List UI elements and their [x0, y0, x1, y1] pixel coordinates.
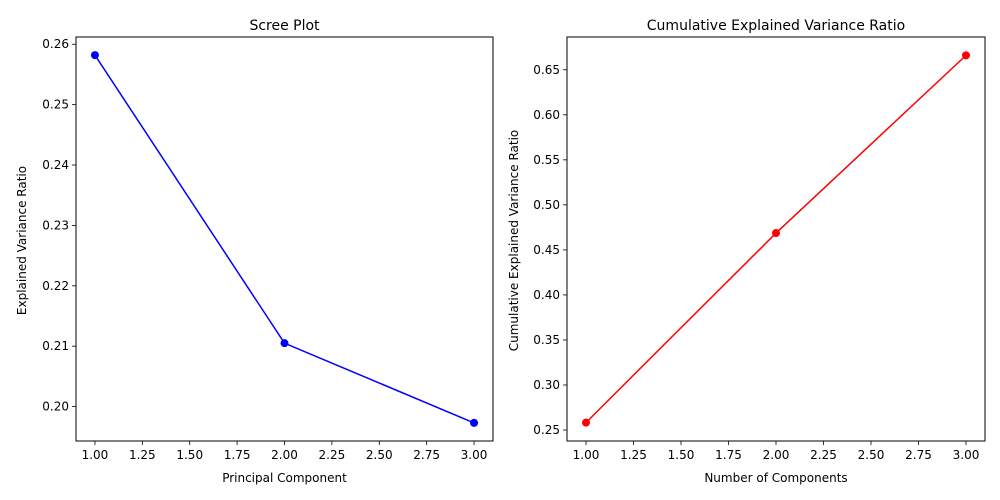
scree-y-tick-label: 0.24	[42, 158, 69, 172]
scree-plot-x-axis-label: Principal Component	[222, 471, 347, 485]
cumulative-y-tick-label: 0.30	[533, 378, 560, 392]
cumulative-y-tick-label: 0.25	[533, 423, 560, 437]
cumulative-x-tick-label: 1.50	[668, 448, 695, 462]
cumulative-variance-x-axis-label: Number of Components	[704, 471, 847, 485]
scree-x-tick-label: 2.50	[366, 448, 393, 462]
cumulative-y-tick-label: 0.35	[533, 333, 560, 347]
scree-x-tick-label: 2.25	[319, 448, 346, 462]
scree-x-tick-label: 1.25	[129, 448, 156, 462]
scree-x-tick-label: 1.00	[82, 448, 109, 462]
cumulative-y-tick-label: 0.40	[533, 288, 560, 302]
scree-x-tick-label: 3.00	[461, 448, 488, 462]
cumulative-y-tick-label: 0.60	[533, 108, 560, 122]
cumulative-variance-panel: Cumulative Explained Variance Ratio 1.00…	[507, 18, 986, 485]
cumulative-x-tick-label: 2.25	[810, 448, 837, 462]
cumulative-x-tick-label: 1.00	[573, 448, 600, 462]
scree-plot-panel: Scree Plot 1.00 1.25 1.50 1.75 2.00 2.25 2.50 2…	[15, 18, 494, 485]
cumulative-axes-frame	[566, 36, 986, 442]
scree-data-point	[470, 418, 479, 427]
scree-plot-title: Scree Plot	[249, 18, 320, 34]
scree-x-tick-label: 1.75	[224, 448, 251, 462]
cumulative-variance-title: Cumulative Explained Variance Ratio	[647, 18, 905, 34]
cumulative-x-tick-label: 2.00	[763, 448, 790, 462]
cumulative-y-tick-label: 0.50	[533, 198, 560, 212]
cumulative-y-tick-label: 0.65	[533, 63, 560, 77]
scree-y-tick-label: 0.20	[42, 400, 69, 414]
scree-y-tick-label: 0.23	[42, 218, 69, 232]
scree-data-point	[280, 339, 289, 348]
cumulative-data-point	[962, 51, 970, 60]
scree-axes-frame	[75, 36, 494, 442]
scree-y-tick-label: 0.21	[42, 339, 69, 353]
cumulative-data-point	[772, 229, 780, 238]
cumulative-x-tick-label: 2.75	[905, 448, 932, 462]
cumulative-x-tick-label: 1.25	[620, 448, 647, 462]
scree-plot-area: 1.00 1.25 1.50 1.75 2.00 2.25 2.50 2.75 3.00 0.20…	[42, 36, 494, 462]
scree-y-tick-label: 0.25	[42, 98, 69, 112]
scree-y-tick-label: 0.26	[42, 37, 69, 51]
cumulative-x-tick-label: 3.00	[953, 448, 980, 462]
scree-data-point	[90, 51, 99, 60]
scree-x-tick-label: 1.50	[176, 448, 203, 462]
scree-x-tick-label: 2.00	[271, 448, 298, 462]
cumulative-x-tick-label: 2.50	[858, 448, 885, 462]
cumulative-x-tick-label: 1.75	[715, 448, 742, 462]
cumulative-y-tick-label: 0.45	[533, 243, 560, 257]
cumulative-variance-y-axis-label: Cumulative Explained Variance Ratio	[507, 130, 521, 352]
scree-plot-y-axis-label: Explained Variance Ratio	[15, 166, 29, 315]
cumulative-y-tick-label: 0.55	[533, 153, 560, 167]
cumulative-data-point	[582, 418, 590, 427]
scree-y-tick-label: 0.22	[42, 279, 69, 293]
scree-x-tick-label: 2.75	[413, 448, 440, 462]
cumulative-variance-plot-area: 1.00 1.25 1.50 1.75 2.00 2.25 2.50 2.75 3.00 0.25…	[533, 36, 986, 462]
